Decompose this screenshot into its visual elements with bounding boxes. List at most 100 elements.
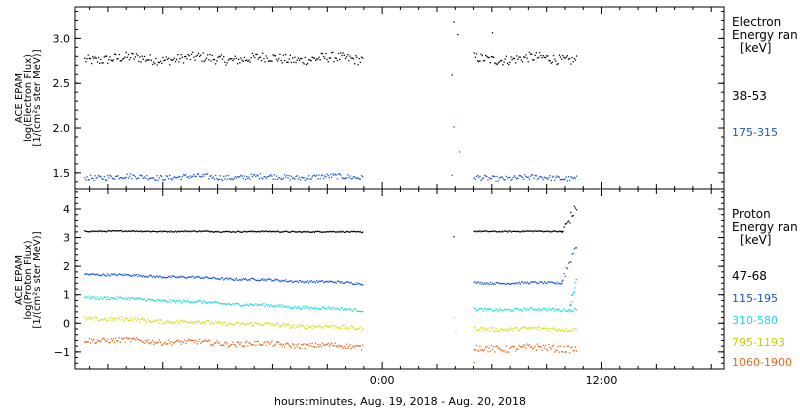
proton-point-1060-1900 [232,341,234,343]
electron-point-175-315 [292,177,294,179]
electron-point-175-315 [556,175,558,177]
proton-point-310-580 [527,309,529,311]
proton-point-115-195 [100,275,102,277]
electron-point-175-315 [277,178,279,180]
proton-point-115-195 [272,280,274,282]
proton-point-1060-1900 [208,339,210,341]
proton-point-1060-1900 [274,343,277,345]
proton-point-310-580 [139,297,141,300]
proton-point-795-1193 [242,322,244,324]
electron-point-38-53 [262,52,264,54]
proton-point-47-68 [125,230,127,232]
proton-point-795-1193 [140,318,142,320]
proton-point-1060-1900 [531,346,533,348]
proton-point-310-580 [187,300,189,303]
proton-point-115-195 [93,273,95,275]
proton-point-115-195 [493,283,495,285]
proton-point-47-68 [186,231,188,233]
proton-point-795-1193 [494,330,496,332]
proton-point-795-1193 [157,319,159,321]
proton-point-47-68 [139,230,141,232]
proton-point-47-68 [200,231,202,233]
proton-point-1060-1900 [192,339,194,342]
proton-point-47-68 [487,231,489,233]
proton-point-310-580 [297,305,299,308]
proton-point-1060-1900 [328,345,330,347]
proton-point-310-580 [517,307,519,309]
electron-point-175-315 [362,176,364,178]
electron-point-175-315 [557,176,559,178]
electron-point-38-53 [495,63,497,65]
proton-point-47-68 [334,231,336,233]
electron-point-175-315 [294,178,296,180]
proton-point-115-195 [249,279,251,281]
proton-point-1060-1900 [512,345,514,348]
proton-point-115-195 [501,283,503,285]
electron-point-38-53 [345,56,348,58]
electron-point-175-315 [309,178,311,180]
proton-point-1060-1900 [272,345,274,347]
proton-point-310-580 [242,304,244,307]
proton-point-310-580 [89,297,92,300]
proton-point-47-68 [345,230,348,232]
electron-point-175-315 [339,173,341,175]
proton-point-115-195 [572,252,574,255]
proton-point-795-1193 [285,326,287,328]
proton-point-795-1193 [570,330,572,332]
electron-point-175-315 [193,173,195,176]
proton-point-795-1193 [100,318,102,321]
electron-point-175-315 [532,174,534,176]
electron-point-38-53 [256,53,258,56]
electron-point-175-315 [510,179,512,181]
electron-point-175-315 [343,177,345,180]
proton-point-795-1193 [502,329,504,331]
electron-point-175-315 [139,174,141,177]
electron-point-175-315 [282,177,285,179]
proton-point-310-580 [358,310,360,313]
proton-point-1060-1900 [572,349,574,352]
proton-point-47-68 [233,231,235,233]
proton-point-310-580 [179,299,181,301]
proton-point-47-68 [571,215,573,217]
proton-point-47-68 [569,222,571,224]
proton-point-795-1193 [297,325,299,328]
electron-point-175-315 [151,177,154,179]
proton-point-47-68 [347,231,349,233]
proton-point-47-68 [164,230,166,233]
electron-point-38-53 [562,54,564,57]
electron-point-175-315 [324,175,326,177]
proton-point-795-1193 [249,322,251,324]
proton-point-310-580 [149,299,151,301]
proton-point-1060-1900 [120,337,123,339]
proton-point-47-68 [532,231,534,233]
electron-point-175-315 [242,177,244,180]
proton-point-310-580 [170,301,172,303]
proton-point-310-580 [495,308,497,310]
proton-point-47-68 [242,231,244,233]
proton-point-115-195 [141,276,143,278]
proton-point-47-68 [177,231,179,233]
proton-point-115-195 [224,278,226,280]
proton-point-1060-1900 [257,340,259,342]
electron-point-38-53 [555,60,557,62]
proton-point-795-1193 [480,326,482,329]
proton-point-310-580 [249,303,251,305]
electron-point-38-53 [314,59,317,61]
electron-ylabel-line1: ACE EPAM [14,73,25,123]
proton-point-795-1193 [255,322,257,324]
electron-point-38-53 [241,59,243,61]
proton-point-310-580 [209,301,211,303]
proton-point-47-68 [133,230,135,232]
electron-point-175-315 [355,177,357,179]
electron-point-175-315 [107,175,109,177]
proton-point-1060-1900 [243,345,246,347]
proton-point-115-195 [177,276,179,278]
electron-point-175-315 [219,175,221,177]
electron-point-38-53 [200,54,202,56]
proton-point-115-195 [529,283,531,285]
proton-point-795-1193 [294,327,296,329]
proton-point-795-1193 [562,330,564,332]
proton-point-310-580 [473,307,475,309]
proton-point-47-68 [249,230,251,232]
electron-point-175-315 [181,175,183,178]
